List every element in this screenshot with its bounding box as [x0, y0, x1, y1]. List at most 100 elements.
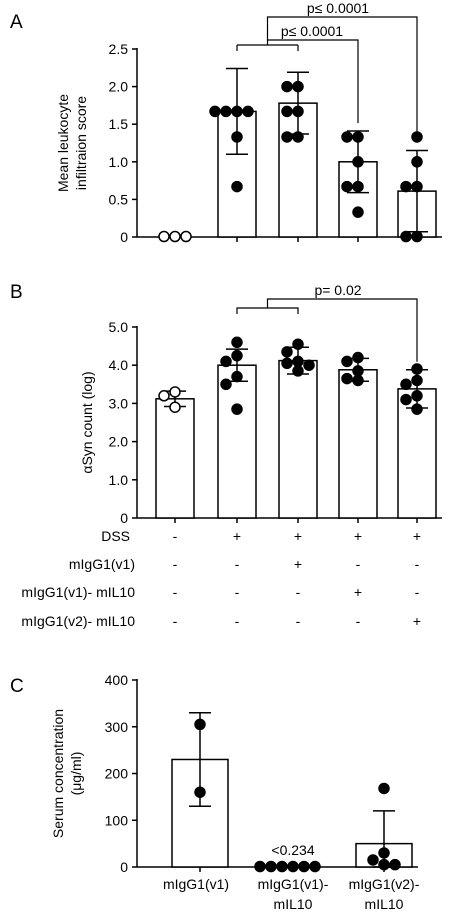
y-tick-label: 2.5	[109, 41, 129, 57]
bar	[338, 369, 378, 519]
y-axis-label: infiltraion score	[73, 96, 89, 190]
y-tick-label: 0.5	[109, 191, 129, 207]
data-point	[341, 372, 353, 385]
data-point	[158, 230, 170, 243]
data-point	[400, 378, 412, 391]
y-tick-label: 400	[105, 672, 129, 688]
data-point	[352, 206, 364, 218]
condition-mark: +	[294, 556, 302, 572]
y-tick-label: 1.0	[109, 154, 129, 170]
data-point	[281, 80, 293, 93]
data-point	[309, 860, 321, 873]
data-point	[169, 401, 181, 413]
data-point	[352, 374, 364, 387]
data-point	[341, 131, 353, 143]
significance-bracket	[266, 16, 418, 139]
data-point	[265, 860, 277, 873]
condition-mark: -	[235, 556, 240, 572]
condition-mark: +	[294, 528, 302, 544]
data-point	[231, 349, 243, 362]
bar	[155, 398, 195, 519]
data-point	[292, 365, 304, 377]
x-tick-label: mIL10	[274, 896, 313, 912]
condition-mark: +	[354, 584, 362, 600]
significance-bracket	[267, 39, 359, 123]
data-point	[378, 858, 390, 871]
data-point	[400, 393, 412, 406]
condition-label: mIgG1(v2)- mIL10	[21, 613, 135, 629]
data-point	[411, 374, 423, 387]
significance-bracket	[266, 298, 418, 362]
panel-label: A	[10, 12, 23, 33]
data-point	[231, 403, 243, 415]
condition-mark: -	[415, 556, 420, 572]
y-tick-label: 200	[105, 766, 129, 782]
y-tick-label: 0	[120, 510, 128, 526]
x-tick-label: mIgG1(v1)	[163, 876, 229, 892]
data-point	[220, 355, 232, 368]
condition-mark: -	[415, 584, 420, 600]
y-tick-label: 1.0	[109, 472, 129, 488]
condition-mark: -	[173, 613, 178, 629]
data-point	[411, 180, 423, 193]
condition-mark: +	[233, 528, 241, 544]
data-point	[400, 230, 412, 243]
data-point	[220, 105, 232, 118]
data-point	[281, 131, 293, 143]
condition-mark: -	[173, 584, 178, 600]
condition-mark: -	[296, 613, 301, 629]
data-point	[276, 860, 288, 873]
y-tick-label: 4.0	[109, 357, 129, 373]
data-point	[180, 230, 192, 243]
data-point	[411, 403, 423, 415]
condition-mark: +	[413, 528, 421, 544]
data-point	[231, 131, 243, 143]
data-point	[231, 180, 243, 193]
data-point	[341, 355, 353, 368]
data-point	[281, 346, 293, 358]
data-point	[378, 782, 390, 795]
data-point	[281, 357, 293, 370]
condition-mark: -	[173, 528, 178, 544]
data-point	[292, 105, 304, 118]
y-tick-label: 2.0	[109, 434, 129, 450]
data-point	[378, 847, 390, 859]
data-point	[254, 860, 266, 873]
data-point	[231, 336, 243, 349]
significance-label: p≤ 0.0001	[281, 23, 343, 39]
condition-mark: -	[356, 613, 361, 629]
x-tick-label: mIL10	[365, 896, 404, 912]
data-point	[367, 854, 379, 866]
y-axis-label: Mean leukocyte	[55, 94, 71, 192]
data-point	[158, 390, 170, 402]
y-tick-label: 2.0	[109, 79, 129, 95]
data-point	[209, 105, 221, 118]
condition-mark: +	[354, 528, 362, 544]
data-point	[411, 156, 423, 168]
condition-mark: -	[296, 584, 301, 600]
data-point	[411, 390, 423, 402]
y-tick-label: 5.0	[109, 319, 129, 335]
y-axis-label: (μg/ml)	[68, 752, 84, 796]
significance-label: p≤ 0.0001	[307, 0, 369, 16]
panel-label: B	[10, 282, 23, 303]
data-point	[303, 359, 315, 371]
y-tick-label: 0	[120, 229, 128, 245]
data-point	[400, 180, 412, 193]
data-point	[411, 363, 423, 375]
condition-label: DSS	[101, 528, 130, 544]
data-point	[231, 105, 243, 118]
data-point	[389, 858, 401, 871]
data-point	[341, 180, 353, 193]
data-point	[231, 370, 243, 383]
condition-mark: -	[173, 556, 178, 572]
data-point	[352, 365, 364, 377]
y-tick-label: 0	[120, 859, 128, 875]
data-point	[287, 860, 299, 873]
x-tick-label: mIgG1(v1)-	[258, 876, 329, 892]
data-annotation: <0.234	[271, 842, 314, 858]
data-point	[292, 80, 304, 93]
condition-mark: -	[356, 556, 361, 572]
panel-label: C	[10, 676, 24, 697]
